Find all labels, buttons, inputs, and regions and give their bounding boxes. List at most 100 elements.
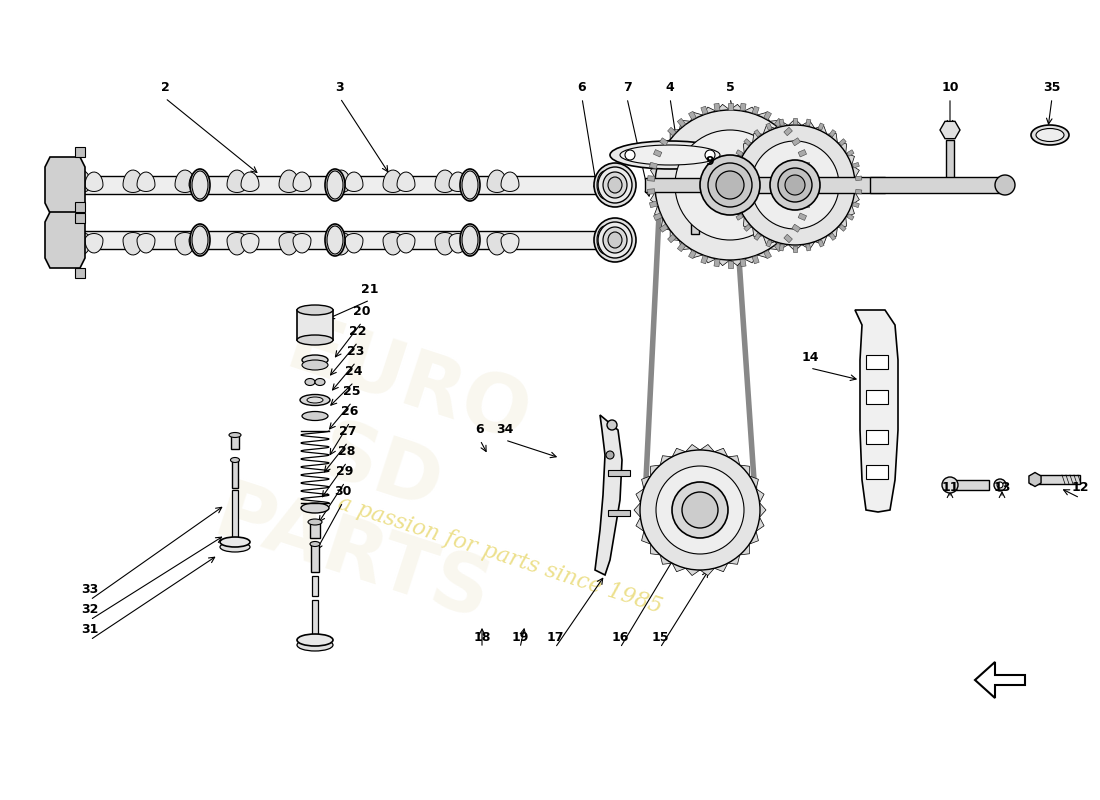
Text: 24: 24 xyxy=(345,365,363,378)
Bar xyxy=(648,176,654,182)
Polygon shape xyxy=(279,170,299,193)
Polygon shape xyxy=(331,233,351,255)
Polygon shape xyxy=(716,258,730,266)
Polygon shape xyxy=(781,230,790,241)
Bar xyxy=(805,119,811,126)
Bar xyxy=(705,177,886,193)
Ellipse shape xyxy=(307,397,323,403)
Ellipse shape xyxy=(595,169,615,201)
Bar xyxy=(792,224,801,232)
Polygon shape xyxy=(650,192,658,206)
Polygon shape xyxy=(138,172,155,191)
Ellipse shape xyxy=(301,503,329,513)
Polygon shape xyxy=(502,234,519,253)
Circle shape xyxy=(656,466,744,554)
Polygon shape xyxy=(449,234,468,253)
Polygon shape xyxy=(740,544,749,555)
Ellipse shape xyxy=(308,519,322,525)
Bar xyxy=(736,214,744,220)
Bar xyxy=(660,224,668,232)
Bar xyxy=(668,234,676,242)
Polygon shape xyxy=(736,205,745,217)
Text: 21: 21 xyxy=(361,283,378,296)
Bar xyxy=(678,118,685,127)
Bar xyxy=(691,202,698,234)
Polygon shape xyxy=(744,107,757,115)
Text: 29: 29 xyxy=(337,465,354,478)
Bar xyxy=(311,544,319,572)
Polygon shape xyxy=(851,165,859,178)
Bar xyxy=(818,240,824,247)
Polygon shape xyxy=(383,233,403,255)
Polygon shape xyxy=(123,233,143,255)
Polygon shape xyxy=(641,476,650,489)
Polygon shape xyxy=(851,192,859,205)
Polygon shape xyxy=(728,555,740,564)
Bar xyxy=(847,214,854,220)
Text: 28: 28 xyxy=(339,445,355,458)
Bar xyxy=(805,189,813,194)
Ellipse shape xyxy=(598,167,632,203)
Ellipse shape xyxy=(462,171,478,199)
Polygon shape xyxy=(855,178,861,192)
Polygon shape xyxy=(756,489,764,502)
Ellipse shape xyxy=(610,141,730,169)
Polygon shape xyxy=(641,531,650,544)
Bar xyxy=(752,255,759,264)
Polygon shape xyxy=(837,217,847,227)
Bar xyxy=(839,224,846,231)
Circle shape xyxy=(997,482,1003,488)
Polygon shape xyxy=(730,104,744,111)
Ellipse shape xyxy=(300,394,330,406)
Ellipse shape xyxy=(302,360,328,370)
Text: 6: 6 xyxy=(475,423,484,436)
Bar xyxy=(803,162,811,169)
Polygon shape xyxy=(802,242,815,250)
Text: 32: 32 xyxy=(81,603,99,616)
Bar xyxy=(793,246,798,252)
Polygon shape xyxy=(672,563,685,572)
Bar xyxy=(829,233,836,240)
Polygon shape xyxy=(770,120,781,130)
Circle shape xyxy=(700,155,760,215)
Circle shape xyxy=(708,163,752,207)
Polygon shape xyxy=(940,122,960,138)
Bar xyxy=(701,255,707,264)
Text: 31: 31 xyxy=(81,623,99,636)
Circle shape xyxy=(675,130,785,240)
Polygon shape xyxy=(660,456,672,465)
Ellipse shape xyxy=(192,171,208,199)
Bar xyxy=(792,138,801,146)
Bar xyxy=(55,231,615,249)
Bar xyxy=(754,130,761,137)
Ellipse shape xyxy=(597,171,613,199)
Polygon shape xyxy=(763,236,776,245)
Bar xyxy=(730,202,738,208)
Polygon shape xyxy=(680,241,691,250)
Bar xyxy=(866,465,888,479)
Polygon shape xyxy=(449,172,468,191)
Polygon shape xyxy=(685,568,700,575)
Circle shape xyxy=(996,175,1015,195)
Circle shape xyxy=(672,482,728,538)
Circle shape xyxy=(751,141,839,229)
Polygon shape xyxy=(175,170,195,193)
Bar xyxy=(752,106,759,114)
Ellipse shape xyxy=(310,542,320,546)
Polygon shape xyxy=(730,192,738,205)
Ellipse shape xyxy=(462,226,478,254)
Ellipse shape xyxy=(62,171,78,199)
Bar xyxy=(852,202,859,208)
Circle shape xyxy=(716,171,744,199)
Ellipse shape xyxy=(190,224,210,256)
Polygon shape xyxy=(502,172,519,191)
Polygon shape xyxy=(740,465,749,476)
Polygon shape xyxy=(789,245,802,251)
Polygon shape xyxy=(189,234,207,253)
Circle shape xyxy=(942,477,958,493)
Polygon shape xyxy=(815,236,827,245)
Ellipse shape xyxy=(1036,129,1064,142)
Bar xyxy=(779,119,784,126)
Ellipse shape xyxy=(608,177,622,193)
Bar xyxy=(946,140,954,180)
